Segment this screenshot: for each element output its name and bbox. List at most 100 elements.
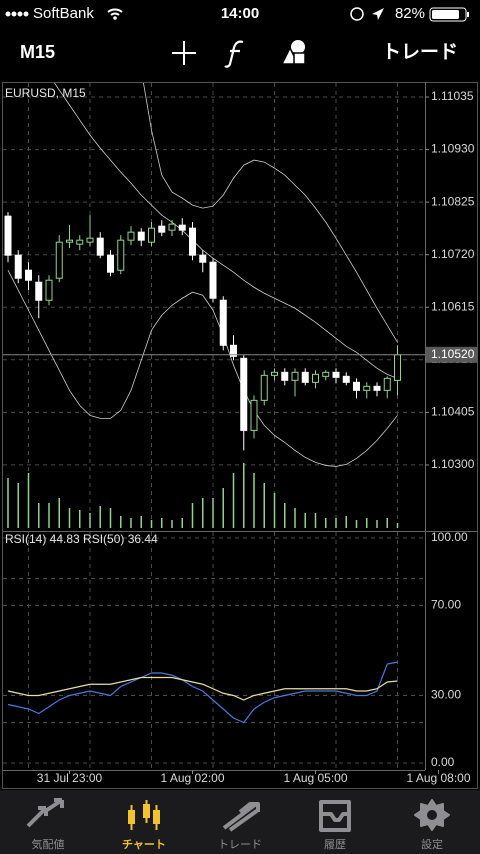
candle-body bbox=[332, 371, 340, 378]
timeframe-button[interactable]: M15 bbox=[20, 42, 55, 62]
candle-body bbox=[66, 239, 73, 243]
rsi-title: RSI(14) 44.83 RSI(50) 36.44 bbox=[5, 532, 158, 546]
y-tick-label: 30.00 bbox=[431, 688, 461, 702]
volume-bar bbox=[314, 513, 317, 528]
tab-item[interactable]: 履歴 bbox=[319, 800, 351, 851]
candle-body bbox=[281, 371, 289, 381]
tab-label: 履歴 bbox=[324, 838, 346, 851]
location-icon bbox=[372, 8, 384, 20]
candle-body bbox=[250, 399, 258, 431]
volume-bar bbox=[345, 516, 347, 528]
tab-icon-wick bbox=[130, 800, 158, 830]
candle-body bbox=[312, 373, 319, 383]
wifi-icon bbox=[107, 8, 123, 16]
candle-body bbox=[209, 261, 217, 299]
volume-bar bbox=[396, 523, 399, 528]
volume-bar bbox=[38, 503, 40, 528]
x-tick-label: 1 Aug 08:00 bbox=[406, 771, 470, 785]
candle-body bbox=[45, 279, 53, 301]
volume-bar bbox=[150, 520, 153, 528]
candle-body bbox=[137, 231, 145, 241]
candle-body bbox=[117, 239, 125, 271]
y-tick-label: 1.10825 bbox=[431, 194, 475, 208]
candle-body bbox=[271, 371, 278, 376]
carrier: SoftBank bbox=[33, 5, 94, 22]
objects-button[interactable] bbox=[280, 40, 306, 65]
volume-bar bbox=[109, 508, 112, 528]
volume-bar bbox=[120, 516, 122, 528]
candle-body bbox=[383, 377, 391, 391]
volume-bar bbox=[366, 518, 368, 528]
y-tick-label: 1.10405 bbox=[431, 405, 475, 419]
tab-icon bbox=[319, 800, 351, 832]
tab-label: トレード bbox=[218, 839, 262, 851]
volume-bar bbox=[325, 518, 327, 528]
volume-bar bbox=[284, 503, 286, 528]
signal-dot bbox=[17, 11, 23, 17]
volume-bar bbox=[273, 493, 276, 528]
volume-bar bbox=[68, 508, 71, 528]
y-tick-label: 100.00 bbox=[431, 530, 468, 544]
volume-bar bbox=[130, 518, 132, 528]
rotation-lock-icon bbox=[350, 7, 364, 21]
objects-icon-square bbox=[293, 52, 306, 65]
status-bar: SoftBank 14:00 82% bbox=[5, 5, 469, 22]
candle-body bbox=[96, 237, 104, 256]
wifi-dot bbox=[113, 16, 117, 20]
volume-bar bbox=[140, 516, 142, 528]
candle-body bbox=[35, 281, 43, 301]
y-tick-label: 0.00 bbox=[431, 755, 455, 769]
candle-body bbox=[55, 241, 63, 279]
candle-body bbox=[322, 371, 330, 377]
candle-body bbox=[107, 254, 114, 273]
clock: 14:00 bbox=[221, 5, 259, 22]
x-tick-label: 1 Aug 05:00 bbox=[283, 771, 347, 785]
volume-bar bbox=[89, 513, 91, 528]
toolbar: M15 トレード bbox=[20, 40, 458, 68]
volume-bar bbox=[171, 520, 173, 528]
tab-icon-hole bbox=[427, 810, 437, 820]
candle-body bbox=[25, 269, 32, 281]
objects-icon-circle bbox=[291, 40, 305, 54]
battery-level bbox=[432, 10, 459, 19]
candle-body bbox=[4, 215, 12, 256]
trade-button[interactable]: トレード bbox=[382, 42, 458, 63]
tab-item[interactable]: 気配値 bbox=[26, 798, 65, 851]
tab-label: 気配値 bbox=[32, 837, 65, 851]
candle-body bbox=[158, 225, 166, 233]
signal-dot bbox=[5, 11, 11, 17]
candle-body bbox=[291, 371, 299, 381]
tab-item[interactable]: トレード bbox=[218, 802, 262, 851]
volume-bar bbox=[7, 478, 9, 528]
tab-item[interactable]: 設定 bbox=[414, 799, 450, 851]
band-line bbox=[143, 83, 398, 343]
candle-body bbox=[199, 254, 207, 263]
y-tick-label: 70.00 bbox=[431, 598, 461, 612]
volume-bar bbox=[222, 488, 224, 528]
chart-title: EURUSD, M15 bbox=[5, 86, 86, 100]
candle-body bbox=[219, 299, 227, 346]
volume-bar bbox=[253, 473, 255, 528]
candle-body bbox=[363, 385, 371, 391]
volume-bar bbox=[294, 508, 296, 528]
volume-bar bbox=[79, 510, 81, 528]
volume-bar bbox=[27, 473, 30, 528]
volume-bar bbox=[304, 513, 306, 528]
tab-icon bbox=[222, 802, 260, 832]
signal-dot bbox=[11, 11, 17, 17]
crosshair-button[interactable] bbox=[172, 41, 196, 65]
volume-bar bbox=[386, 518, 388, 528]
tab-label: 設定 bbox=[421, 837, 443, 851]
tab-items: 気配値 チャート トレード 履歴 設定 bbox=[26, 798, 450, 851]
volume-bar bbox=[355, 520, 358, 528]
volume-bar bbox=[335, 518, 337, 528]
volume-bar bbox=[212, 498, 214, 528]
indicators-button[interactable] bbox=[224, 40, 244, 68]
candle-body bbox=[14, 254, 22, 279]
volume-bar bbox=[191, 503, 194, 528]
tab-item[interactable]: チャート bbox=[122, 800, 166, 851]
battery-percent: 82% bbox=[395, 5, 425, 22]
volume-bar bbox=[48, 503, 50, 528]
candle-body bbox=[394, 354, 401, 381]
